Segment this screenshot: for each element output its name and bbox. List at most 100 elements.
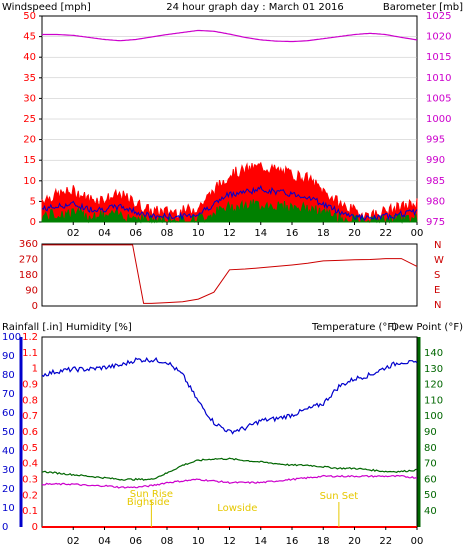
x-tick-label: 02 — [67, 228, 80, 239]
x-tick-label: 14 — [254, 228, 267, 239]
x-tick-label: 12 — [223, 536, 236, 547]
barometer-tick-label: 1000 — [426, 114, 451, 125]
barometer-tick-label: 990 — [426, 155, 445, 166]
dew-point-series — [41, 474, 417, 489]
temperature-tick-label: 100 — [424, 411, 443, 422]
x-tick-label: 16 — [286, 536, 299, 547]
humidity-tick-label: 100 — [2, 332, 21, 343]
temperature-series — [41, 457, 418, 481]
humidity-tick-label: 70 — [2, 389, 15, 400]
direction-tick-label: 180 — [19, 270, 38, 281]
x-tick-label: 04 — [98, 228, 111, 239]
wind-barometer-panel: 0510152025303540455097598098599099510001… — [23, 11, 451, 239]
chart-title: 24 hour graph day : March 01 2016 — [166, 2, 344, 13]
x-tick-label: 04 — [98, 536, 111, 547]
temperature-tick-label: 130 — [424, 364, 443, 375]
annotation-label: Sun Set — [320, 491, 359, 502]
barometer-tick-label: 985 — [426, 176, 445, 187]
x-tick-label: 06 — [129, 228, 142, 239]
direction-tick-label: 360 — [19, 239, 38, 250]
rainfall-tick-label: 0.1 — [22, 506, 38, 517]
rainfall-tick-label: 0.2 — [22, 490, 38, 501]
rainfall-tick-label: 1.1 — [22, 348, 38, 359]
x-tick-label: 00 — [411, 536, 424, 547]
temperature-axis-label: Temperature (°F) — [311, 322, 397, 333]
wind-average-series — [41, 184, 418, 222]
x-tick-label: 20 — [348, 536, 361, 547]
x-tick-label: 06 — [129, 536, 142, 547]
x-tick-label: 10 — [192, 228, 205, 239]
barometer-axis-label: Barometer [mb] — [383, 2, 463, 13]
wind-tick-label: 50 — [23, 11, 36, 22]
temperature-tick-label: 40 — [424, 506, 437, 517]
compass-label: S — [434, 270, 440, 281]
rainfall-tick-label: 1.2 — [22, 332, 38, 343]
humidity-tick-label: 10 — [2, 503, 15, 514]
humidity-series — [41, 356, 418, 435]
barometer-tick-label: 1020 — [426, 32, 451, 43]
temperature-tick-label: 80 — [424, 443, 437, 454]
humidity-tick-label: 40 — [2, 446, 15, 457]
rainfall-tick-label: 0.5 — [22, 443, 38, 454]
temperature-tick-label: 110 — [424, 395, 443, 406]
rainfall-tick-label: 0.9 — [22, 380, 38, 391]
rainfall-tick-label: 0.7 — [22, 411, 38, 422]
direction-tick-label: 90 — [25, 286, 38, 297]
wind-tick-label: 25 — [23, 114, 36, 125]
wind-direction-series — [42, 244, 418, 304]
x-tick-label: 08 — [161, 536, 174, 547]
compass-label: W — [434, 255, 444, 266]
x-tick-label: 00 — [411, 228, 424, 239]
barometer-tick-label: 1005 — [426, 93, 451, 104]
compass-label: E — [434, 285, 440, 296]
temperature-tick-label: 70 — [424, 459, 437, 470]
humidity-tick-label: 80 — [2, 370, 15, 381]
rainfall-tick-label: 0.3 — [22, 475, 38, 486]
humidity-plot-frame — [41, 336, 418, 528]
barometer-tick-label: 980 — [426, 196, 445, 207]
wind-tick-label: 0 — [30, 217, 36, 228]
humidity-temperature-panel: 0 0.1 0.2 0.3 0.4 0.5 0.6 0.7 0.8 0.9 1 1.1 1.2 0 10 20… — [2, 332, 443, 547]
humidity-tick-label: 0 — [2, 522, 8, 533]
humidity-tick-label: 20 — [2, 484, 15, 495]
wind-tick-label: 40 — [23, 52, 36, 63]
rainfall-tick-label: 0.4 — [22, 459, 38, 470]
x-tick-label: 08 — [161, 228, 174, 239]
wind-tick-label: 30 — [23, 93, 36, 104]
x-tick-label: 12 — [223, 228, 236, 239]
x-tick-label: 18 — [317, 536, 330, 547]
humidity-tick-label: 50 — [2, 427, 15, 438]
barometer-tick-label: 1010 — [426, 73, 451, 84]
x-tick-label: 22 — [379, 536, 392, 547]
barometer-tick-label: 995 — [426, 135, 445, 146]
windspeed-axis-label: Windspeed [mph] — [2, 2, 91, 13]
direction-tick-label: 270 — [19, 255, 38, 266]
rainfall-tick-label: 0 — [32, 522, 38, 533]
wind-tick-label: 5 — [30, 196, 36, 207]
rainfall-axis-label: Rainfall [.in] — [2, 322, 63, 333]
x-tick-label: 16 — [286, 228, 299, 239]
annotation-label: Bighside — [127, 497, 170, 508]
rainfall-tick-label: 1 — [32, 364, 38, 375]
dew-point-axis-label: Dew Point (°F) — [391, 322, 463, 333]
temperature-tick-label: 60 — [424, 474, 437, 485]
wind-tick-label: 45 — [23, 32, 36, 43]
wind-tick-label: 20 — [23, 135, 36, 146]
compass-label: N — [434, 240, 441, 251]
x-tick-label: 10 — [192, 536, 205, 547]
temperature-tick-label: 90 — [424, 427, 437, 438]
x-tick-label: 20 — [348, 228, 361, 239]
direction-plot-frame — [41, 243, 418, 307]
barometer-series — [42, 29, 418, 43]
x-tick-label: 14 — [254, 536, 267, 547]
wind-tick-label: 10 — [23, 176, 36, 187]
humidity-tick-label: 30 — [2, 465, 15, 476]
temperature-tick-label: 140 — [424, 348, 443, 359]
temperature-tick-label: 120 — [424, 380, 443, 391]
direction-tick-label: 0 — [32, 301, 38, 312]
x-tick-label: 22 — [379, 228, 392, 239]
x-tick-label: 02 — [67, 536, 80, 547]
humidity-axis-label: Humidity [%] — [66, 322, 132, 333]
